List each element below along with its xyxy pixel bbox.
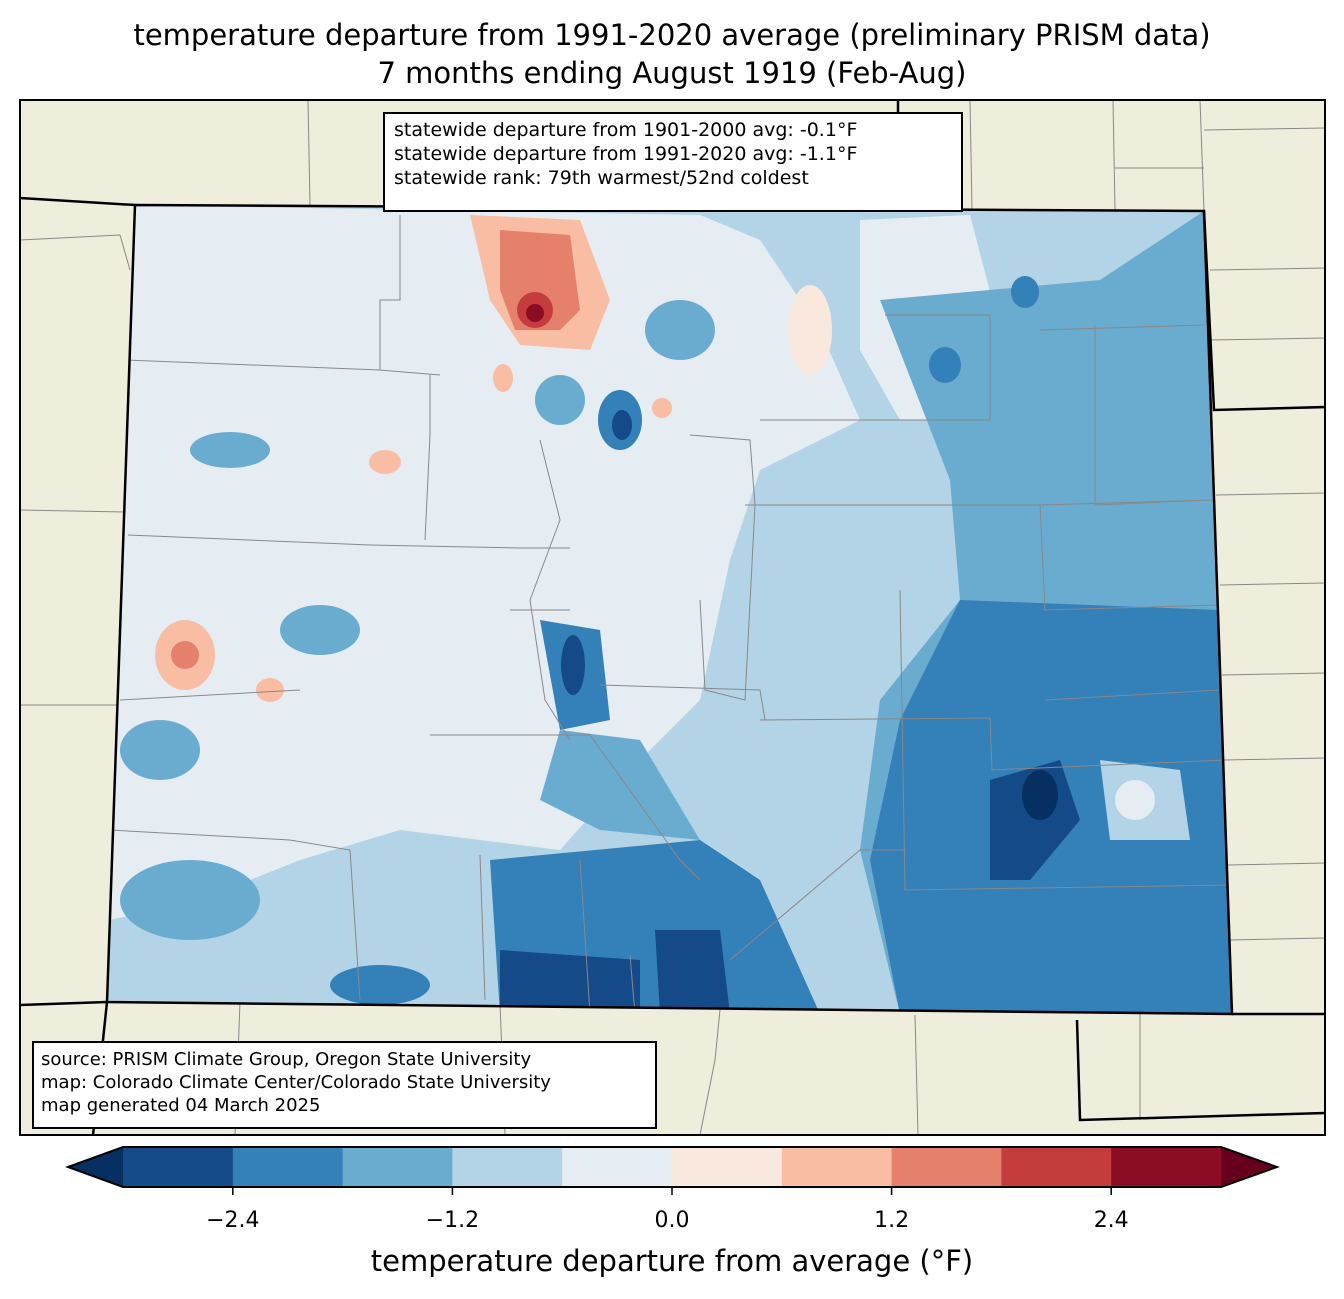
colorbar-over-arrow bbox=[1221, 1147, 1277, 1187]
colorbar-outline bbox=[65, 1146, 1280, 1188]
colorbar-tick-label: 0.0 bbox=[654, 1208, 690, 1233]
colorbar-bin bbox=[1001, 1147, 1112, 1187]
source-line: source: PRISM Climate Group, Oregon Stat… bbox=[41, 1049, 532, 1070]
colorbar-label: temperature departure from average (°F) bbox=[370, 1244, 974, 1278]
map-credit-line: map: Colorado Climate Center/Colorado St… bbox=[41, 1072, 551, 1093]
colorbar-tick-label: 2.4 bbox=[1093, 1208, 1129, 1233]
colorbar-tick-label: −1.2 bbox=[425, 1208, 480, 1233]
colorbar-bin bbox=[672, 1147, 783, 1187]
colorbar-bin bbox=[452, 1147, 563, 1187]
neighbor-boundaries bbox=[19, 99, 1326, 1136]
colorbar-bin bbox=[123, 1147, 234, 1187]
colorbar-bin bbox=[891, 1147, 1002, 1187]
map-title-line1: temperature departure from 1991-2020 ave… bbox=[133, 18, 1211, 52]
generated-date-line: map generated 04 March 2025 bbox=[41, 1095, 321, 1116]
colorbar-tick-label: 1.2 bbox=[874, 1208, 910, 1233]
colorbar-bin bbox=[232, 1147, 344, 1187]
colorbar-bin bbox=[781, 1147, 893, 1187]
colorbar-tick-label: −2.4 bbox=[206, 1208, 260, 1233]
county-boundaries bbox=[109, 215, 1231, 1014]
colorbar-bin bbox=[342, 1147, 453, 1187]
temperature-departure-field bbox=[107, 205, 1232, 1014]
map-frame bbox=[19, 99, 1326, 1136]
source-box: source: PRISM Climate Group, Oregon Stat… bbox=[32, 1041, 657, 1129]
colorbar-bin bbox=[1111, 1147, 1222, 1187]
colorbar-under-arrow bbox=[68, 1147, 123, 1187]
colorbar-bin bbox=[562, 1147, 673, 1187]
map-title-line2: 7 months ending August 1919 (Feb-Aug) bbox=[377, 56, 967, 90]
stat-departure-1901-2000: statewide departure from 1901-2000 avg: … bbox=[394, 119, 858, 141]
statewide-stats-box: statewide departure from 1901-2000 avg: … bbox=[383, 112, 963, 212]
colorbar bbox=[65, 1146, 1280, 1195]
stat-departure-1991-2020: statewide departure from 1991-2020 avg: … bbox=[394, 143, 858, 165]
stat-rank: statewide rank: 79th warmest/52nd coldes… bbox=[394, 167, 809, 189]
